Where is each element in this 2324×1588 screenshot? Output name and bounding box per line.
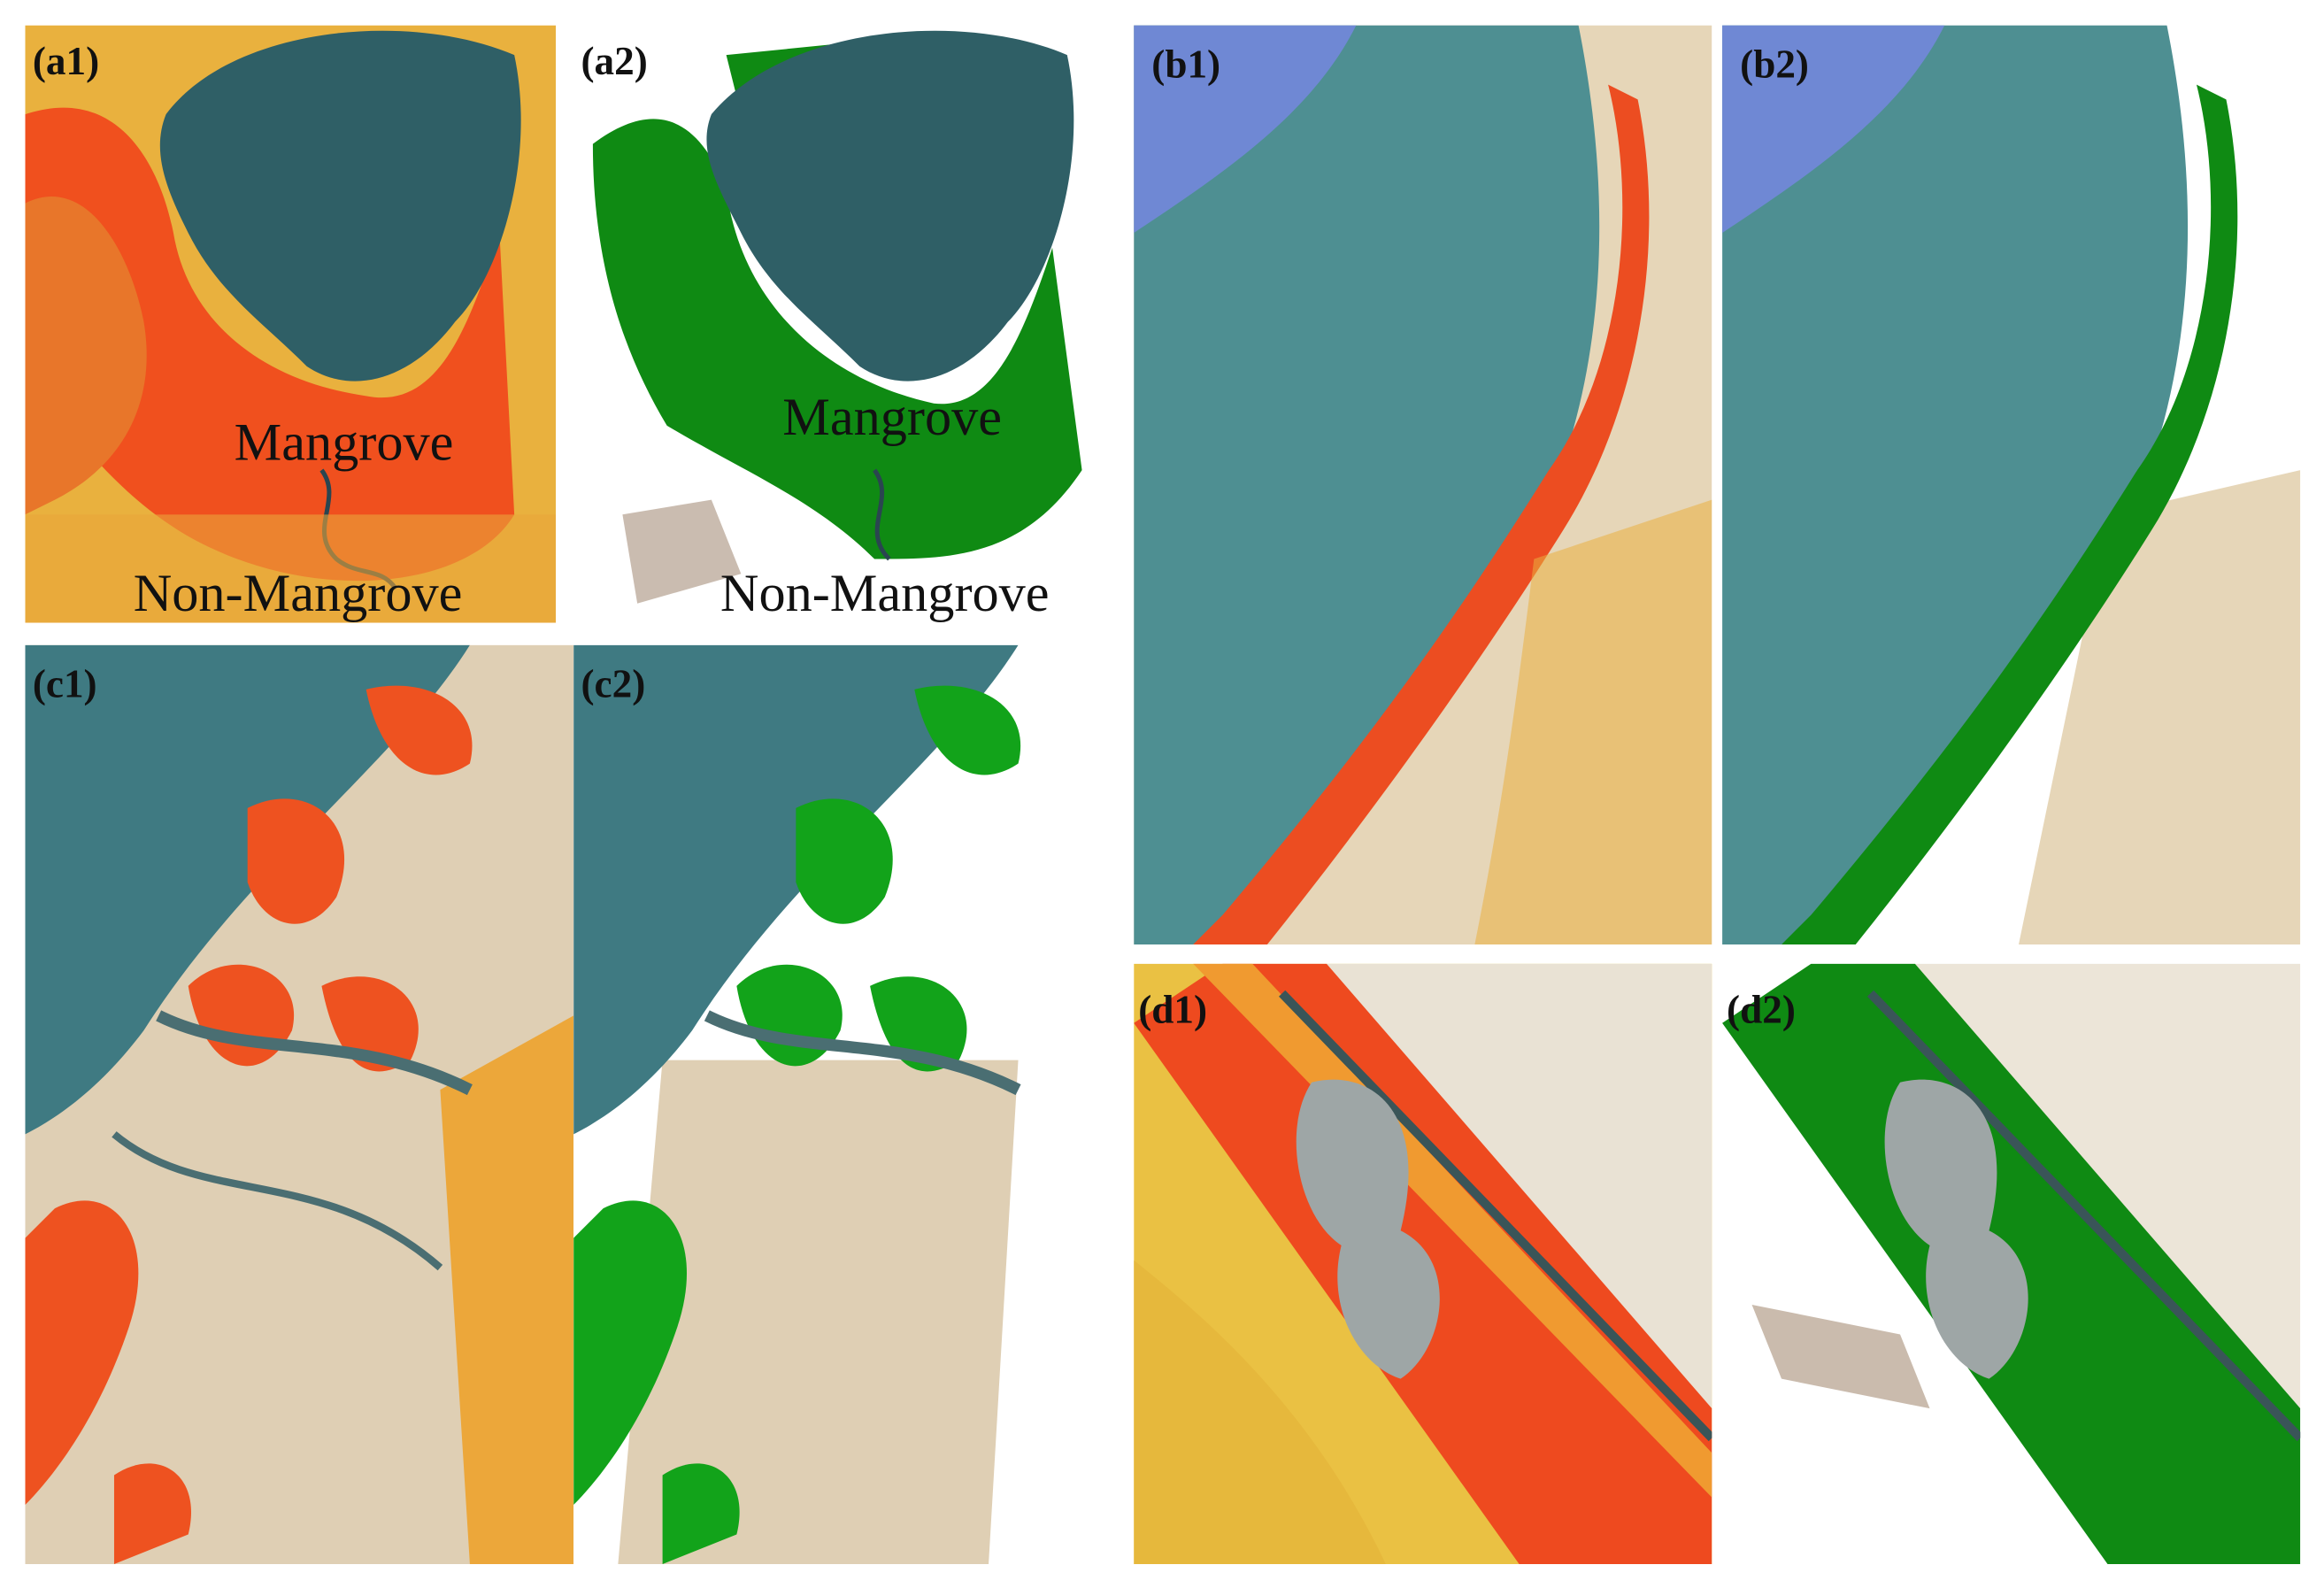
annotation: Mangrove (782, 388, 1002, 447)
panel-b1 (1134, 25, 1712, 944)
panel-label: (b1) (1151, 42, 1220, 86)
panel-label: (a2) (581, 39, 648, 83)
panel-label: (b2) (1740, 42, 1809, 86)
panel-b2 (1722, 25, 2301, 944)
panel-label: (d2) (1727, 988, 1796, 1032)
annotation: Non-Mangrove (720, 564, 1050, 623)
panel-label: (a1) (33, 39, 99, 83)
panel-label: (c1) (33, 661, 97, 705)
panel-label: (d1) (1138, 988, 1207, 1032)
panel-c1 (25, 644, 574, 1565)
panel-c2 (573, 644, 1122, 1565)
panel-d2 (1722, 963, 2301, 1565)
annotation: Mangrove (235, 412, 454, 472)
panel-a2 (578, 25, 1122, 623)
annotation: Non-Mangrove (134, 564, 463, 623)
panel-label: (c2) (581, 661, 646, 705)
panel-d1 (1134, 963, 1712, 1565)
panel-a1 (25, 25, 557, 623)
